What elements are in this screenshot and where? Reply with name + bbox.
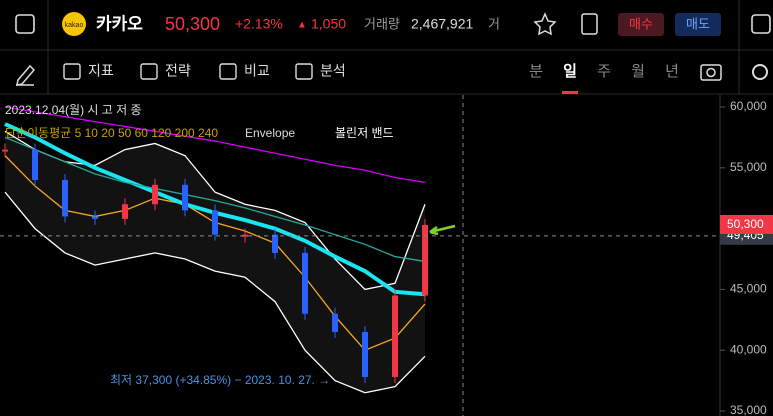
legend: Envelope	[245, 126, 295, 140]
y-tick-label: 40,000	[730, 342, 767, 356]
logo-text: kakao	[65, 22, 84, 29]
y-tick-label: 55,000	[730, 160, 767, 174]
candle	[92, 216, 98, 219]
candle	[302, 252, 308, 314]
period-label[interactable]: 일	[563, 63, 577, 80]
volume: 2,467,921	[411, 16, 473, 32]
period-label[interactable]: 분	[529, 63, 543, 80]
period-label[interactable]: 주	[597, 63, 611, 80]
ma-line	[4, 191, 426, 394]
candle	[152, 184, 158, 205]
candle	[332, 313, 338, 332]
candle	[122, 204, 128, 219]
sell-button[interactable]	[675, 13, 721, 36]
volume-label-cut: 거	[488, 16, 500, 31]
change: 1,050	[311, 16, 346, 32]
buy-label[interactable]: 매수	[629, 16, 653, 31]
tool-icon[interactable]	[140, 63, 158, 80]
tool-icon[interactable]	[295, 63, 313, 80]
candle	[212, 210, 218, 235]
candle	[182, 184, 188, 211]
arrow	[429, 224, 456, 236]
ma-line	[4, 130, 426, 291]
camera-icon[interactable]	[700, 64, 722, 81]
tool-label[interactable]: 비교	[244, 63, 270, 79]
candle	[62, 179, 68, 217]
legend: 단순이동평균 5 10 20 50 60 120 200 240	[5, 126, 218, 140]
ma-line	[4, 136, 426, 263]
order-icon[interactable]	[581, 13, 598, 35]
draw-icon[interactable]	[16, 64, 36, 86]
tool-label[interactable]: 분석	[320, 63, 346, 79]
settings-icon[interactable]	[752, 64, 768, 80]
ma-line	[4, 106, 426, 184]
stock-name: 카카오	[96, 14, 143, 33]
candle	[362, 331, 368, 377]
candle	[2, 149, 8, 152]
y-tick-label: 60,000	[730, 99, 767, 113]
y-tick-label: 35,000	[730, 403, 767, 416]
period-underline	[562, 91, 578, 94]
candle	[272, 234, 278, 253]
candle	[32, 149, 38, 180]
change-pct: +2.13%	[235, 16, 283, 32]
tool-icon[interactable]	[63, 63, 81, 80]
tool-label[interactable]: 전략	[165, 63, 191, 79]
band-fill	[5, 131, 425, 393]
legend: 볼린저 밴드	[335, 126, 394, 140]
period-label[interactable]: 월	[631, 63, 645, 80]
candle	[392, 295, 398, 377]
volume-label: 거래량	[364, 16, 400, 31]
change-arrow: ▲	[297, 20, 307, 31]
tool-label[interactable]: 지표	[88, 63, 114, 79]
candle	[242, 234, 248, 237]
buy-button[interactable]	[618, 13, 664, 36]
logo	[62, 12, 86, 36]
y-tick-label: 45,000	[730, 282, 767, 296]
last-price-bg	[720, 214, 773, 234]
period-label[interactable]: 년	[665, 63, 679, 80]
panel-toggle[interactable]	[751, 14, 771, 34]
sidebar-toggle[interactable]	[15, 14, 35, 34]
sell-label[interactable]: 매도	[686, 16, 710, 31]
price: 50,300	[165, 14, 220, 34]
camera-lens	[706, 67, 716, 78]
info: 2023.12.04(월) 시 고 저 종	[5, 103, 142, 117]
tool-icon[interactable]	[219, 63, 237, 80]
favorite-icon[interactable]	[533, 12, 557, 36]
annotation: 최저 37,300 (+34.85%) − 2023. 10. 27. →	[110, 373, 330, 387]
last-price-label: 50,300	[727, 217, 764, 231]
candle	[422, 224, 428, 296]
